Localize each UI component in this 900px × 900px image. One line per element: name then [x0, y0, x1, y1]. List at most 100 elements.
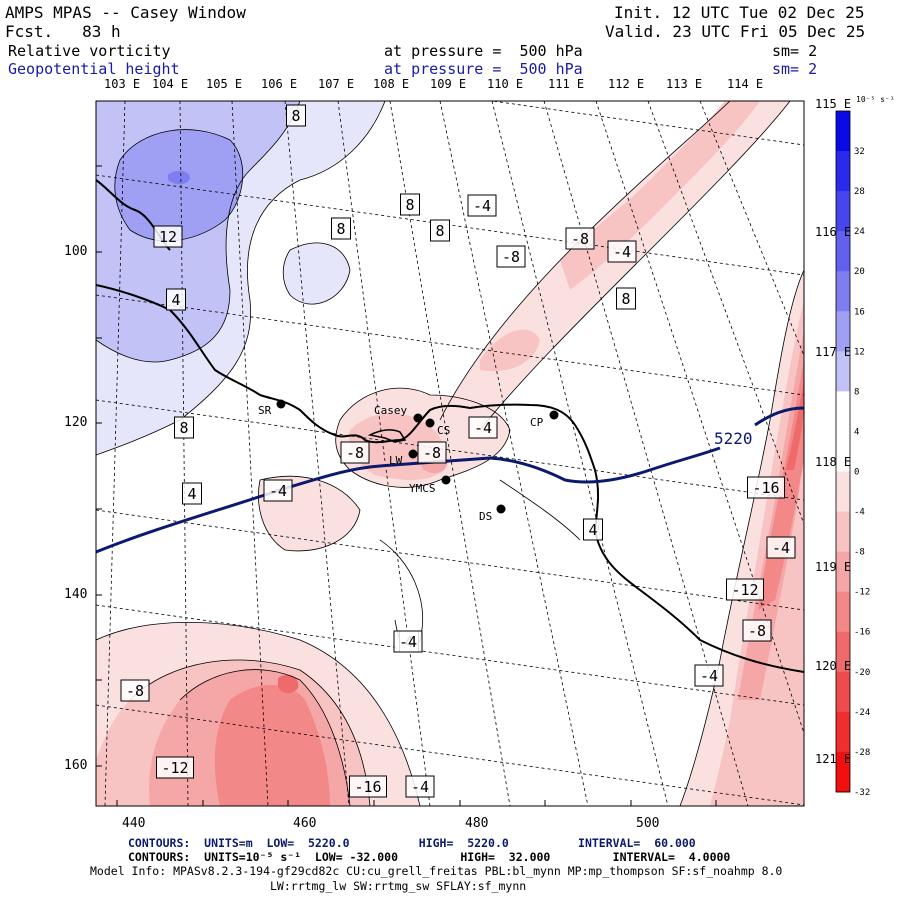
colorbar-swatch — [836, 711, 850, 753]
y-tick-label: 140 — [64, 587, 88, 602]
contour-label: 8 — [405, 196, 414, 214]
contour-label-box — [182, 482, 202, 505]
station-dot-lw — [408, 449, 418, 459]
station-markers — [276, 399, 559, 514]
contour-label: 12 — [159, 228, 177, 246]
top-longitude-label: 111 E — [548, 77, 585, 91]
contour-label-box — [747, 476, 785, 499]
colorbar-tick-label: 24 — [854, 227, 865, 237]
station-label-cs: CS — [437, 424, 450, 437]
station-dot-ymcs — [441, 475, 451, 485]
station-dot-casey — [413, 413, 423, 423]
contour-label-box — [349, 775, 387, 798]
colorbar-swatch — [836, 751, 850, 793]
field1-level: at pressure = 500 hPa — [384, 42, 583, 60]
contour-line — [129, 659, 371, 806]
right-longitude-label: 119 E — [815, 560, 852, 574]
top-longitude-label: 108 E — [373, 77, 410, 91]
colorbar-unit: 10⁻⁵ s⁻¹ — [856, 95, 895, 104]
colorbar-tick-label: 4 — [854, 427, 859, 437]
contour-label-box — [153, 225, 183, 248]
contour-label-box — [263, 479, 293, 502]
colorbar-swatch — [836, 671, 850, 713]
colorbar-swatch — [836, 591, 850, 633]
top-longitude-label: 106 E — [261, 77, 298, 91]
x-tick-label: 500 — [636, 816, 660, 831]
y-tick-marks — [96, 165, 102, 767]
contour-label-box — [340, 441, 370, 464]
contour-label: 8 — [621, 290, 630, 308]
contour-label: -16 — [752, 479, 779, 497]
colorbar-swatch — [836, 231, 850, 272]
colorbar-outline — [835, 110, 851, 793]
contour-label-box — [430, 219, 450, 242]
contour-label: -8 — [423, 444, 441, 462]
forecast-hour: Fcst. 83 h — [5, 22, 121, 41]
contour-label-box — [405, 775, 435, 798]
parallel-line — [489, 101, 804, 146]
lat-lon-grid — [96, 101, 804, 806]
station-label-lw: LW — [389, 454, 403, 467]
top-longitude-label: 103 E — [104, 77, 141, 91]
contour-label: 8 — [291, 107, 300, 125]
meridian-line — [595, 101, 804, 735]
top-longitude-label: 107 E — [318, 77, 355, 91]
colorbar-swatch — [836, 191, 850, 232]
x-tick-label: 480 — [465, 816, 489, 831]
island-outline — [367, 429, 407, 443]
contour-label: -8 — [748, 622, 766, 640]
right-longitude-label: 120 E — [815, 659, 852, 673]
contour-label: -16 — [354, 778, 381, 796]
height-contour-label: 5220 — [714, 429, 753, 448]
vort-pos-16 — [168, 170, 190, 185]
contour-line — [96, 621, 421, 806]
contour-label-box — [607, 240, 637, 263]
contour-label-box — [393, 630, 423, 653]
parallel-line — [96, 604, 804, 706]
meridian-line — [439, 101, 589, 806]
contour-label: 8 — [179, 419, 188, 437]
contour-label: -4 — [473, 197, 491, 215]
contour-label: 8 — [435, 222, 444, 240]
station-label-ds: DS — [479, 510, 492, 523]
valid-time: Valid. 23 UTC Fri 05 Dec 25 — [605, 22, 866, 41]
top-longitude-label: 112 E — [608, 77, 645, 91]
field1-name: Relative vorticity — [8, 42, 171, 60]
right-longitude-label: 118 E — [815, 455, 852, 469]
colorbar-swatch — [836, 311, 850, 352]
station-labels: SR Casey CS LW YMCS CP DS — [258, 404, 544, 523]
coastline — [95, 284, 805, 673]
meridian-line — [284, 101, 350, 806]
contour-label-box — [616, 287, 636, 310]
contour-label-box — [583, 518, 603, 541]
contour-label: -4 — [772, 539, 790, 557]
colorbar-tick-label: -16 — [854, 628, 870, 638]
contour-label: -4 — [700, 667, 718, 685]
parallel-line — [96, 399, 804, 501]
contour-label-box — [565, 227, 595, 250]
colorbar-tick-label: 20 — [854, 267, 865, 277]
vort-neg-16 — [214, 685, 330, 806]
contour-label: -4 — [474, 419, 492, 437]
parallel-line — [96, 174, 804, 276]
vorticity-contour-labels: 88848128-4-8-8-484-4-8-8-44-4-16-4-12-84… — [120, 104, 796, 798]
contour-label: 8 — [336, 220, 345, 238]
y-tick-label: 120 — [64, 415, 88, 430]
top-longitude-label: 114 E — [727, 77, 764, 91]
contour-label: -4 — [613, 243, 631, 261]
contour-label-box — [174, 416, 194, 439]
contour-label: -8 — [571, 230, 589, 248]
colorbar-tick-label: 8 — [854, 387, 859, 397]
contour-label-box — [166, 288, 186, 311]
contour-label: -12 — [161, 759, 188, 777]
footer-height-contours: CONTOURS: UNITS=m LOW= 5220.0 HIGH= 5220… — [128, 836, 696, 850]
colorbar-tick-label: -32 — [854, 788, 870, 798]
colorbar-swatch — [836, 111, 850, 152]
parallel-line — [96, 294, 804, 396]
right-longitude-label: 115 E — [815, 97, 852, 111]
top-longitude-label: 113 E — [666, 77, 703, 91]
contour-line — [179, 669, 351, 806]
parallel-line — [96, 509, 804, 611]
contour-label-box — [156, 756, 194, 779]
